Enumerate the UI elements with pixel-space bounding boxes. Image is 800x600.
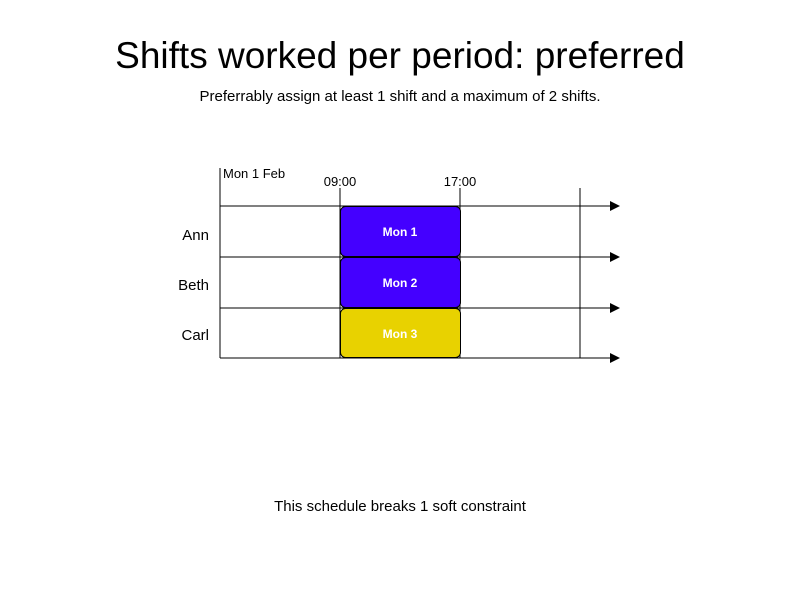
employee-label-carl: Carl [181, 327, 209, 344]
shift-label-mon-2: Mon 2 [383, 276, 418, 290]
arrow-head-icon [610, 353, 620, 363]
shift-block-mon-3[interactable] [340, 308, 461, 358]
shift-label-mon-1: Mon 1 [383, 225, 418, 239]
page-title: Shifts worked per period: preferred [115, 35, 685, 76]
time-label-0900: 09:00 [324, 174, 357, 189]
shift-block-mon-2[interactable] [340, 257, 461, 308]
shift-label-mon-3: Mon 3 [383, 327, 418, 341]
shift-block-mon-1[interactable] [340, 206, 461, 257]
date-label: Mon 1 Feb [223, 166, 285, 181]
time-label-1700: 17:00 [444, 174, 477, 189]
arrow-head-icon [610, 201, 620, 211]
arrow-head-icon [610, 252, 620, 262]
employee-label-beth: Beth [178, 277, 209, 294]
constraint-summary: This schedule breaks 1 soft constraint [274, 498, 526, 515]
employee-label-ann: Ann [182, 227, 209, 244]
page-subtitle: Preferrably assign at least 1 shift and … [199, 88, 601, 105]
arrow-head-icon [610, 303, 620, 313]
